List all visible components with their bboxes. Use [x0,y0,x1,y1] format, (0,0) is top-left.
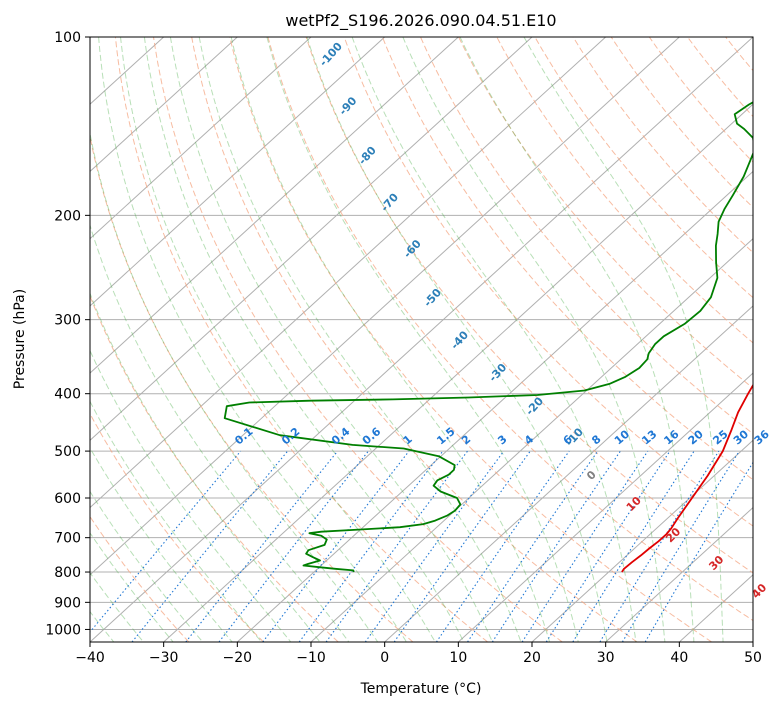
isotherm-line [163,103,753,642]
dry-adiabat-line [90,294,339,642]
mixing-ratio-line [364,450,505,642]
mixing-ratio-line [621,450,740,642]
isotherm-line [384,305,753,642]
mixing-ratio-line [521,450,649,642]
x-tick-label: 50 [744,650,762,666]
moist-adiabat-line [90,532,174,642]
x-tick-label: −30 [149,650,179,666]
y-tick-label: 400 [54,387,81,403]
mixing-ratio-line [467,450,599,642]
x-tick-label: −10 [296,650,326,666]
moist-adiabat-line [230,37,551,642]
moist-adiabat-line [351,37,637,642]
isotherm-line [90,37,312,240]
mixing-ratio-line [545,450,671,642]
y-tick-label: 100 [54,30,81,46]
moist-adiabat-line [90,223,350,642]
mixing-ratio-line [393,450,531,642]
moist-adiabat-line [90,400,262,642]
isotherm-line [90,37,459,374]
moist-adiabat-line [523,37,724,642]
mixing-ratio-line [131,450,289,642]
mixing-ratio-line [572,450,695,642]
dewpoint-profile-line [223,101,753,573]
mixing-ratio-line [435,450,570,642]
y-tick-label: 600 [54,491,81,507]
moist-adiabat-line [306,37,608,642]
isotherm-line [310,237,753,642]
mixing-ratio-line [90,450,242,633]
dry-adiabat-line [191,37,638,642]
moist-adiabat-line [266,37,579,642]
series-layer [223,101,753,573]
y-tick-label: 300 [54,313,81,329]
isotherm-line [90,37,238,173]
mixing-ratio-line [491,450,621,642]
dry-adiabat-line [90,133,414,642]
mixing-ratio-line [298,450,444,642]
x-axis-label: Temperature (°C) [360,681,482,697]
moist-adiabat-line [120,37,436,642]
y-tick-label: 1000 [45,622,81,638]
temperature-profile-line [621,383,753,573]
isotherm-line [90,37,386,307]
isotherm-line [90,37,753,642]
dry-adiabat-line [458,37,753,389]
y-tick-label: 500 [54,444,81,460]
dry-adiabat-line [229,37,712,642]
x-tick-label: 0 [380,650,389,666]
mixing-ratio-line [185,450,339,642]
isotherm-line [531,439,753,642]
x-tick-label: 30 [597,650,615,666]
dry-adiabat-line [90,412,264,642]
x-tick-label: 40 [670,650,688,666]
moist-adiabat-line [143,37,465,642]
moist-adiabat-line [198,37,522,642]
x-tick-label: −20 [223,650,253,666]
isotherm-line [605,506,753,642]
axis-layer: −40 −30 −20 −10 0 10 20 30 40 50 100 200 300 400 500 60… [45,30,762,666]
y-tick-label: 200 [54,208,81,224]
plot-frame [89,36,754,643]
isotherm-line [457,372,753,642]
dry-adiabat-line [305,37,753,574]
y-tick-label: 700 [54,531,81,547]
isotherm-line [90,37,607,509]
mixing-ratio-line [262,450,410,642]
moist-adiabat-line [90,349,292,642]
dry-adiabat-line [90,515,190,642]
y-tick-label: 800 [54,565,81,581]
grid-layer [90,37,753,642]
dry-adiabat-line [114,37,488,642]
isotherm-line [236,170,753,642]
mixing-ratio-line [325,450,468,642]
chart-title: wetPf2_S196.2026.090.04.51.E10 [285,11,556,31]
isotherm-line [90,37,680,576]
y-axis-label: Pressure (hPa) [12,289,28,389]
y-tick-label: 900 [54,595,81,611]
x-tick-label: 20 [523,650,541,666]
dry-adiabat-line [267,37,753,622]
x-tick-label: 10 [449,650,467,666]
isotherm-line [90,37,533,442]
dry-adiabat-line [496,37,753,344]
moist-adiabat-line [98,37,407,642]
moist-adiabat-line [459,37,695,642]
moist-adiabat-line [90,446,233,642]
dry-adiabat-line [153,37,563,642]
x-tick-label: −40 [75,650,105,666]
